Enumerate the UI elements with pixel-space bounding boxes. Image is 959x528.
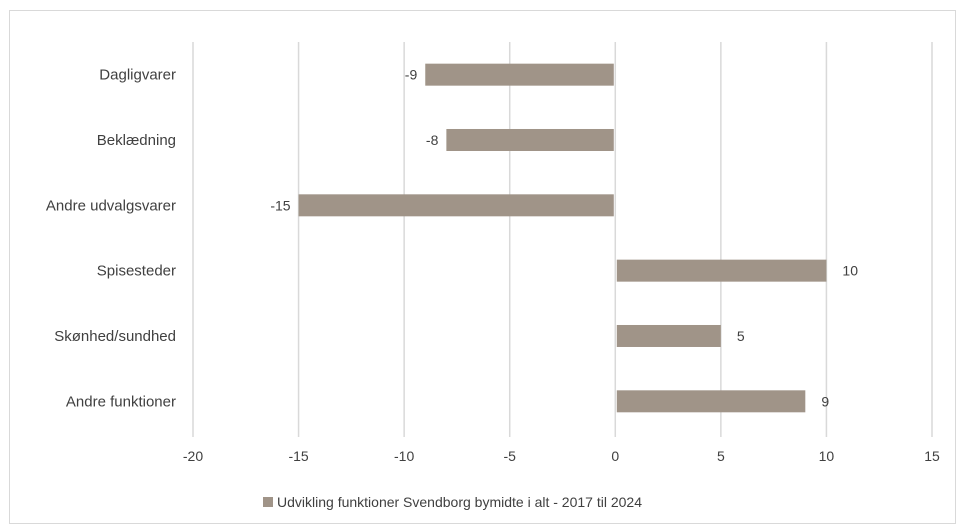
category-label: Dagligvarer [99,67,176,84]
data-label: 10 [842,263,858,279]
bars [298,63,827,413]
data-label: 5 [737,328,745,344]
legend-swatch [263,497,273,507]
category-label: Skønhed/sundhed [54,328,176,345]
bar [298,194,614,217]
bar [616,324,721,347]
x-tick-label: 15 [924,448,940,464]
x-tick-label: 0 [611,448,619,464]
chart-frame [9,10,956,524]
category-label: Beklædning [97,132,176,149]
gridlines [192,42,933,437]
bar [425,63,614,86]
x-tick-label: -5 [503,448,516,464]
bar [616,390,806,413]
legend-label: Udvikling funktioner Svendborg bymidte i… [277,494,642,510]
x-tick-label: 10 [819,448,835,464]
x-axis-tick-labels: -20 -15 -10 -5 0 5 10 15 [183,448,940,464]
data-labels: -9 -8 -15 10 5 9 [270,67,858,410]
x-tick-label: 5 [717,448,725,464]
bar [446,128,614,151]
x-tick-label: -20 [183,448,203,464]
bar [616,259,827,282]
data-label: -9 [405,67,418,83]
x-tick-label: -10 [394,448,414,464]
x-tick-label: -15 [288,448,308,464]
data-label: -8 [426,132,439,148]
category-label: Andre funktioner [66,393,176,410]
category-label: Spisesteder [97,263,176,280]
data-label: 9 [821,393,829,409]
category-label: Andre udvalgsvarer [46,197,176,214]
category-labels: Dagligvarer Beklædning Andre udvalgsvarer S… [46,67,176,411]
data-label: -15 [270,197,290,213]
legend: Udvikling funktioner Svendborg bymidte i… [263,493,642,511]
